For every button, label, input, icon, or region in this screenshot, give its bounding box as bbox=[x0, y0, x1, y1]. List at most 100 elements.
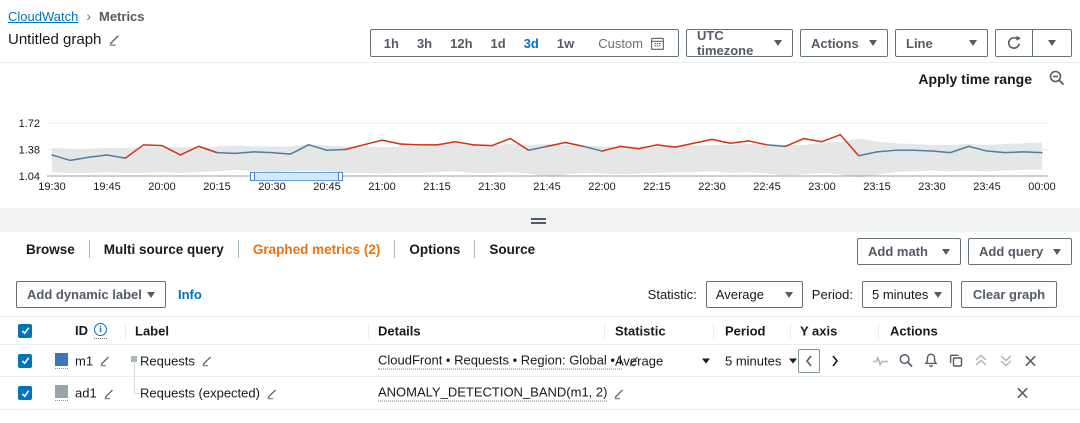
edit-label-pencil-icon[interactable] bbox=[266, 387, 278, 399]
row-m1-statistic-dropdown[interactable]: Average bbox=[615, 353, 710, 368]
actions-label: Actions bbox=[811, 35, 859, 51]
breadcrumb: CloudWatch › Metrics bbox=[8, 8, 145, 24]
edit-title-pencil-icon[interactable] bbox=[108, 33, 121, 46]
chevron-down-icon bbox=[702, 358, 710, 363]
edit-details-pencil-icon[interactable] bbox=[613, 387, 625, 399]
row-ad1-details-link[interactable]: ANOMALY_DETECTION_BAND(m1, 2) bbox=[378, 384, 608, 402]
chevron-down-icon bbox=[1048, 40, 1056, 46]
time-range-1d[interactable]: 1d bbox=[490, 35, 506, 51]
svg-text:1.04: 1.04 bbox=[19, 171, 40, 183]
clear-graph-button[interactable]: Clear graph bbox=[961, 281, 1057, 308]
period-value: 5 minutes bbox=[872, 287, 929, 302]
tab-graphed-metrics-active[interactable]: Graphed metrics (2) bbox=[252, 241, 381, 257]
tab-options[interactable]: Options bbox=[409, 241, 461, 257]
time-range-1w[interactable]: 1w bbox=[556, 35, 575, 51]
add-math-dropdown[interactable]: Add math bbox=[857, 238, 961, 265]
tab-multi-source-query[interactable]: Multi source query bbox=[103, 241, 224, 257]
apply-time-range-label: Apply time range bbox=[918, 71, 1032, 87]
resize-handle-icon[interactable] bbox=[531, 218, 546, 224]
sparkline-icon bbox=[872, 352, 889, 369]
zoom-out-button[interactable] bbox=[1048, 69, 1066, 90]
check-icon bbox=[21, 327, 29, 335]
table-header-row: ID i Label Details Statistic Period Y ax… bbox=[0, 316, 1080, 345]
chevron-right-icon bbox=[832, 355, 839, 366]
y-axis-left-button[interactable] bbox=[798, 348, 820, 373]
time-range-1h[interactable]: 1h bbox=[383, 35, 399, 51]
edit-label-pencil-icon[interactable] bbox=[201, 355, 213, 367]
header-actions: Actions bbox=[890, 323, 938, 338]
row-connector-handle bbox=[131, 356, 137, 362]
actions-dropdown[interactable]: Actions bbox=[800, 29, 888, 57]
row-ad1-checkbox[interactable] bbox=[18, 386, 32, 400]
slider-right-handle[interactable] bbox=[338, 172, 343, 181]
search-icon[interactable] bbox=[897, 352, 914, 369]
refresh-options-dropdown[interactable] bbox=[1032, 29, 1072, 57]
row-ad1-actions bbox=[1014, 385, 1031, 402]
time-range-custom[interactable]: Custom bbox=[598, 36, 665, 51]
timezone-dropdown[interactable]: UTC timezone bbox=[686, 28, 793, 58]
metric-row-ad1: ad1 Requests (expected) ANOMALY_DETECTIO… bbox=[0, 377, 1080, 410]
row-ad1-color-swatch[interactable] bbox=[55, 385, 68, 401]
edit-id-pencil-icon[interactable] bbox=[103, 387, 115, 399]
svg-text:20:00: 20:00 bbox=[148, 181, 176, 193]
time-range-3h[interactable]: 3h bbox=[416, 35, 433, 51]
add-query-dropdown[interactable]: Add query bbox=[968, 238, 1072, 265]
custom-label: Custom bbox=[598, 35, 643, 51]
header-label: Label bbox=[135, 323, 169, 338]
time-range-control: 1h 3h 12h 1d 3d 1w Custom bbox=[369, 29, 679, 57]
y-axis-right-button[interactable] bbox=[826, 349, 844, 373]
header-y-axis: Y axis bbox=[800, 323, 838, 338]
svg-text:22:45: 22:45 bbox=[753, 181, 781, 193]
row-m1-label: Requests bbox=[140, 353, 195, 368]
chart-type-dropdown[interactable]: Line bbox=[895, 29, 988, 57]
edit-id-pencil-icon[interactable] bbox=[99, 355, 111, 367]
graph-title-row: Untitled graph bbox=[8, 31, 121, 48]
metric-row-m1: m1 Requests CloudFront • Requests • Regi… bbox=[0, 345, 1080, 377]
calendar-icon bbox=[650, 37, 665, 50]
x-axis-range-slider[interactable] bbox=[250, 172, 343, 181]
row-m1-details-link[interactable]: CloudFront • Requests • Region: Global •… bbox=[378, 352, 623, 369]
chevron-down-icon bbox=[942, 248, 950, 255]
row-m1-statistic-value: Average bbox=[615, 353, 664, 368]
add-dynamic-label-dropdown[interactable]: Add dynamic label bbox=[16, 281, 166, 308]
row-m1-color-swatch[interactable] bbox=[55, 352, 68, 369]
alarm-bell-icon[interactable] bbox=[922, 352, 939, 369]
breadcrumb-cloudwatch-link[interactable]: CloudWatch bbox=[8, 8, 79, 24]
time-range-3d-selected[interactable]: 3d bbox=[523, 35, 539, 51]
chart-type-value: Line bbox=[906, 35, 933, 51]
svg-text:20:30: 20:30 bbox=[258, 181, 286, 193]
tab-browse[interactable]: Browse bbox=[26, 241, 75, 257]
clear-graph-label: Clear graph bbox=[972, 287, 1046, 302]
row-m1-id: m1 bbox=[75, 353, 94, 368]
remove-metric-icon[interactable] bbox=[1014, 385, 1031, 402]
edit-details-pencil-icon[interactable] bbox=[628, 355, 640, 367]
slider-left-handle[interactable] bbox=[250, 172, 255, 181]
row-ad1-label: Requests (expected) bbox=[140, 385, 260, 401]
select-all-checkbox[interactable] bbox=[18, 323, 32, 338]
statistic-select[interactable]: Average bbox=[705, 281, 803, 308]
chevron-down-icon bbox=[774, 40, 782, 46]
refresh-button[interactable] bbox=[995, 29, 1033, 57]
time-range-12h[interactable]: 12h bbox=[450, 35, 473, 51]
add-query-label: Add query bbox=[979, 244, 1044, 259]
statistic-label: Statistic: bbox=[647, 287, 697, 302]
move-up-icon bbox=[972, 352, 989, 369]
add-dynamic-label-text: Add dynamic label bbox=[27, 287, 142, 302]
tab-action-buttons: Add math Add query bbox=[857, 238, 1072, 265]
statistic-value: Average bbox=[715, 287, 764, 302]
row-m1-checkbox[interactable] bbox=[18, 353, 32, 368]
svg-text:20:45: 20:45 bbox=[313, 181, 341, 193]
svg-text:23:45: 23:45 bbox=[973, 181, 1001, 193]
header-details: Details bbox=[378, 323, 421, 338]
period-select[interactable]: 5 minutes bbox=[862, 281, 952, 308]
graphed-metrics-table: ID i Label Details Statistic Period Y ax… bbox=[0, 316, 1080, 410]
id-info-icon[interactable]: i bbox=[94, 322, 107, 339]
duplicate-icon[interactable] bbox=[947, 352, 964, 369]
tab-source[interactable]: Source bbox=[489, 241, 536, 257]
info-link[interactable]: Info bbox=[178, 287, 202, 302]
chevron-down-icon bbox=[1053, 248, 1061, 255]
remove-metric-icon[interactable] bbox=[1022, 352, 1039, 369]
tab-divider bbox=[394, 240, 396, 258]
row-m1-period-dropdown[interactable]: 5 minutes bbox=[725, 353, 797, 368]
